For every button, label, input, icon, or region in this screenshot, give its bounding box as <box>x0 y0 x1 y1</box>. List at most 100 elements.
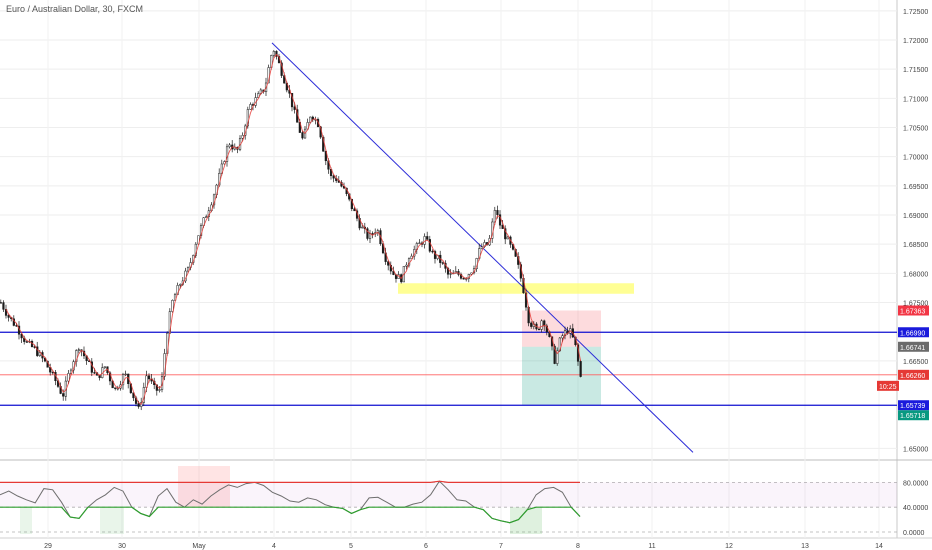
price-tick-label: 1.68000 <box>903 271 928 278</box>
price-tag-box <box>898 327 929 338</box>
candle-body <box>124 373 127 376</box>
candle-body <box>405 264 408 267</box>
price-tag-box <box>898 400 929 411</box>
oversold-highlight <box>100 507 124 534</box>
price-tick-label: 1.71500 <box>903 67 928 74</box>
price-tag-box <box>898 305 929 316</box>
candle-body <box>158 389 161 391</box>
indicator-tick-label: 40.0000 <box>903 505 928 512</box>
stop-loss-zone[interactable] <box>522 310 601 347</box>
candle-body <box>387 261 390 266</box>
candle-body <box>428 239 431 252</box>
candle-body <box>553 345 556 364</box>
time-axis[interactable]: 29 30 May 4 5 6 7 8 11 12 13 14 <box>44 543 883 550</box>
candle-body <box>179 284 182 286</box>
price-axis[interactable]: 1.72500 1.72000 1.71500 1.71000 1.70500 1.700… <box>903 9 928 454</box>
price-tag-label: 10:25 <box>879 384 897 391</box>
candle-body <box>504 228 507 240</box>
price-tag-label: 1.66260 <box>900 373 925 380</box>
price-tick-label: 1.67500 <box>903 301 928 308</box>
oscillator-overbought-segment <box>0 480 580 483</box>
take-profit-zone[interactable] <box>522 346 601 406</box>
candle-body <box>0 302 2 304</box>
chart-overlays[interactable] <box>0 42 897 453</box>
candle-body <box>350 198 353 209</box>
candle-body <box>493 210 496 223</box>
candle-body <box>366 228 369 239</box>
time-tick-label: 12 <box>725 543 733 550</box>
oscillator-oversold-segment <box>0 506 581 524</box>
candle-body <box>249 104 252 110</box>
time-tick-label: 29 <box>44 543 52 550</box>
candle-body <box>418 242 421 244</box>
price-tag-box <box>877 380 899 391</box>
candle-body <box>173 294 177 301</box>
candle-body <box>62 393 65 397</box>
price-tick-label: 1.65000 <box>903 446 928 453</box>
moving-average-line <box>5 53 582 405</box>
candle-body <box>77 349 80 351</box>
indicator-axis: 80.0000 40.0000 0.0000 <box>0 466 928 537</box>
price-tick-label: 1.72500 <box>903 9 928 16</box>
candle-body <box>257 93 260 98</box>
candle-body <box>556 350 559 364</box>
candle-body <box>426 236 429 240</box>
time-tick-label: 30 <box>118 543 126 550</box>
candle-body <box>441 262 444 264</box>
candle-body <box>20 334 23 339</box>
chart-title: Euro / Australian Dollar, 30, FXCM <box>6 4 143 14</box>
candle-body <box>431 250 434 253</box>
price-tag-label: 1.66741 <box>900 345 925 352</box>
candle-body <box>353 208 356 212</box>
indicator-band <box>0 482 897 508</box>
candle-body <box>2 302 5 310</box>
candle-body <box>423 236 426 245</box>
supply-zone[interactable] <box>398 283 634 294</box>
time-tick-label: 6 <box>424 543 428 550</box>
time-tick-label: May <box>192 543 206 550</box>
overbought-highlight <box>178 466 230 508</box>
candle-body <box>186 267 190 272</box>
candle-body <box>205 216 208 218</box>
candle-body <box>332 175 335 179</box>
candle-body <box>147 375 151 380</box>
candle-body <box>7 315 10 318</box>
time-tick-label: 5 <box>349 543 353 550</box>
time-tick-label: 7 <box>499 543 503 550</box>
candle-body <box>433 251 437 259</box>
candle-body <box>121 374 125 386</box>
candle-body <box>137 403 140 407</box>
candle-body <box>103 366 106 369</box>
candle-body <box>93 372 96 374</box>
indicator-pane <box>0 480 581 524</box>
price-tag-box <box>898 341 929 352</box>
price-tick-label: 1.70000 <box>903 155 928 162</box>
candle-body <box>537 328 541 330</box>
time-tick-label: 8 <box>576 543 580 550</box>
price-tag-label: 1.66990 <box>900 330 925 337</box>
price-tag-label: 1.65739 <box>900 403 925 410</box>
candle-body <box>228 144 231 148</box>
candle-body <box>496 210 499 215</box>
price-tick-label: 1.72000 <box>903 38 928 45</box>
candle-body <box>246 109 249 127</box>
time-tick-label: 11 <box>648 543 655 550</box>
candlestick-series <box>0 50 582 411</box>
candle-body <box>241 135 244 139</box>
time-tick-label: 4 <box>272 543 276 550</box>
price-tick-label: 1.66500 <box>903 359 928 366</box>
indicator-tick-label: 80.0000 <box>903 480 928 487</box>
candle-body <box>540 320 543 330</box>
price-tick-label: 1.69000 <box>903 213 928 220</box>
indicator-tick-label: 0.0000 <box>903 530 925 537</box>
candle-body <box>301 132 304 139</box>
price-tag-label: 1.67363 <box>900 308 925 315</box>
candle-body <box>449 273 452 275</box>
candle-body <box>36 346 39 356</box>
time-tick-label: 13 <box>801 543 809 550</box>
candle-body <box>543 320 546 327</box>
candle-body <box>561 335 564 339</box>
candle-body <box>480 246 483 249</box>
